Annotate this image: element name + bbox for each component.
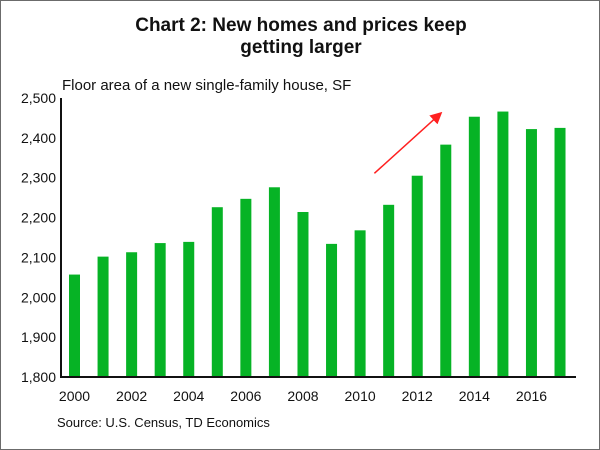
x-tick-label: 2016 [516,388,547,404]
x-tick-label: 2012 [402,388,433,404]
bar-2003 [154,243,166,377]
bar-2013 [440,144,452,377]
y-tick-label: 2,100 [21,249,56,265]
bar-2006 [240,198,252,377]
x-tick-label: 2010 [345,388,376,404]
bar-2009 [326,243,338,377]
y-tick-label: 2,200 [21,210,56,226]
y-tick-label: 1,900 [21,329,56,345]
y-tick-label: 2,500 [21,90,56,106]
x-tick-label: 2006 [230,388,261,404]
bar-2017 [554,127,566,378]
trend-arrow [373,111,443,174]
x-tick-label: 2008 [287,388,318,404]
bar-2007 [268,187,280,377]
bar-2008 [297,211,309,377]
bar-2015 [497,111,509,378]
chart-title-line: Chart 2: New homes and prices keep [135,15,467,36]
chart-title-line: getting larger [240,37,362,58]
bar-2016 [525,129,537,377]
chart-subtitle: Floor area of a new single-family house,… [62,77,352,94]
x-tick-label: 2004 [173,388,204,404]
bar-2011 [383,204,395,377]
x-tick-label: 2000 [59,388,90,404]
bar-2010 [354,230,366,377]
bar-2001 [97,256,109,377]
bar-2000 [69,274,80,377]
x-tick-label: 2014 [459,388,490,404]
bar-2004 [183,241,195,377]
y-tick-label: 2,000 [21,289,56,305]
bar-2014 [468,116,480,378]
y-tick-label: 1,800 [21,369,56,385]
bar-2012 [411,175,423,377]
bar-2005 [211,207,223,377]
y-tick-label: 2,300 [21,170,56,186]
chart-title: Chart 2: New homes and prices keep getti… [1,15,599,59]
chart-source: Source: U.S. Census, TD Economics [57,415,270,430]
y-tick-label: 2,400 [21,130,56,146]
x-tick-label: 2002 [116,388,147,404]
bar-2002 [126,252,138,377]
